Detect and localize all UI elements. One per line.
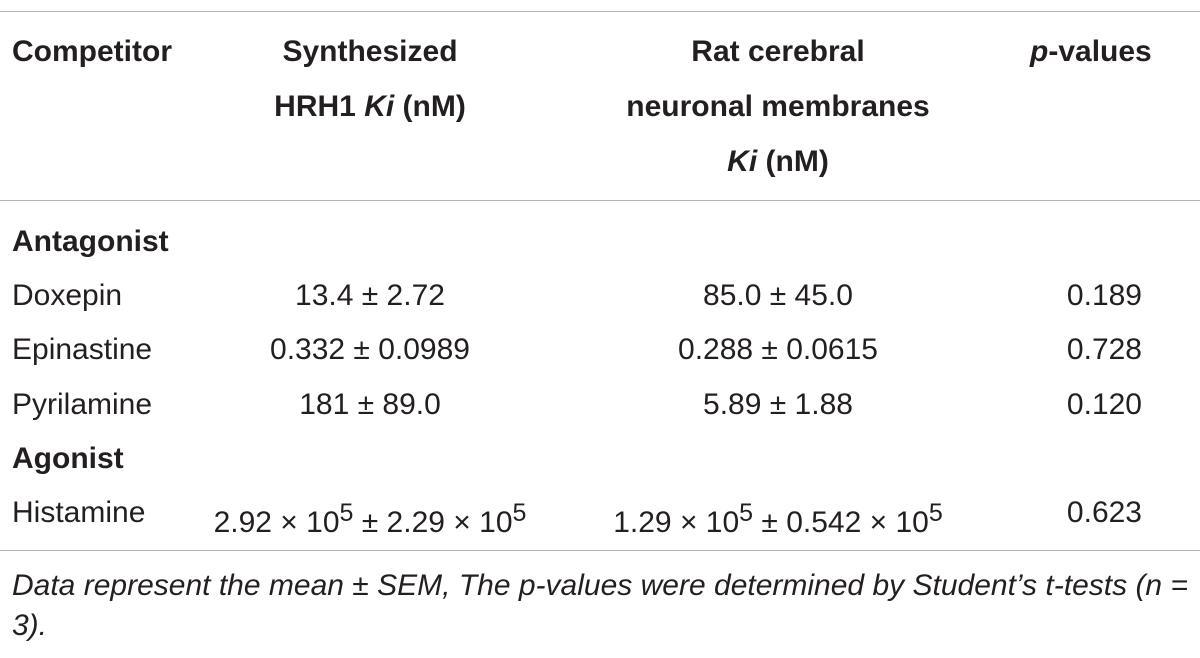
row-histamine-rat: 1.29 × 105 ± 0.542 × 105: [613, 499, 943, 539]
section-label-agonist: Agonist: [12, 442, 124, 475]
row-pyrilamine-rat: 5.89 ± 1.88: [703, 388, 853, 421]
row-epinastine-rat: 0.288 ± 0.0615: [678, 333, 878, 366]
row-epinastine-name: Epinastine: [12, 333, 153, 366]
row-doxepin-synthesized: 13.4 ± 2.72: [295, 279, 445, 312]
row-doxepin-p-value: 0.189: [1066, 279, 1142, 312]
row-doxepin-rat: 85.0 ± 45.0: [703, 279, 853, 312]
table-footnote: Data represent the mean ± SEM, The p-val…: [12, 569, 1188, 642]
row-epinastine-p-value: 0.728: [1066, 333, 1142, 366]
header-rat-cerebral-ki: Rat cerebral neuronal membranes Ki (nM): [626, 35, 930, 178]
row-histamine-name: Histamine: [12, 496, 146, 529]
header-p-values: p-values: [1030, 35, 1152, 68]
section-label-antagonist: Antagonist: [12, 225, 169, 258]
row-pyrilamine-name: Pyrilamine: [12, 388, 153, 421]
row-pyrilamine-p-value: 0.120: [1066, 388, 1142, 421]
row-doxepin-name: Doxepin: [12, 279, 123, 312]
row-pyrilamine-synthesized: 181 ± 89.0: [299, 388, 441, 421]
header-divider-rule: [0, 200, 1200, 201]
row-histamine-synthesized: 2.92 × 105 ± 2.29 × 105: [213, 499, 527, 539]
table-top-rule: [0, 11, 1200, 12]
row-histamine-p-value: 0.623: [1066, 496, 1142, 529]
row-epinastine-synthesized: 0.332 ± 0.0989: [270, 333, 470, 366]
header-synthesized-hrh1-ki: Synthesized HRH1 Ki (nM): [274, 35, 466, 123]
header-competitor: Competitor: [12, 35, 172, 68]
table-bottom-rule: [0, 550, 1200, 551]
